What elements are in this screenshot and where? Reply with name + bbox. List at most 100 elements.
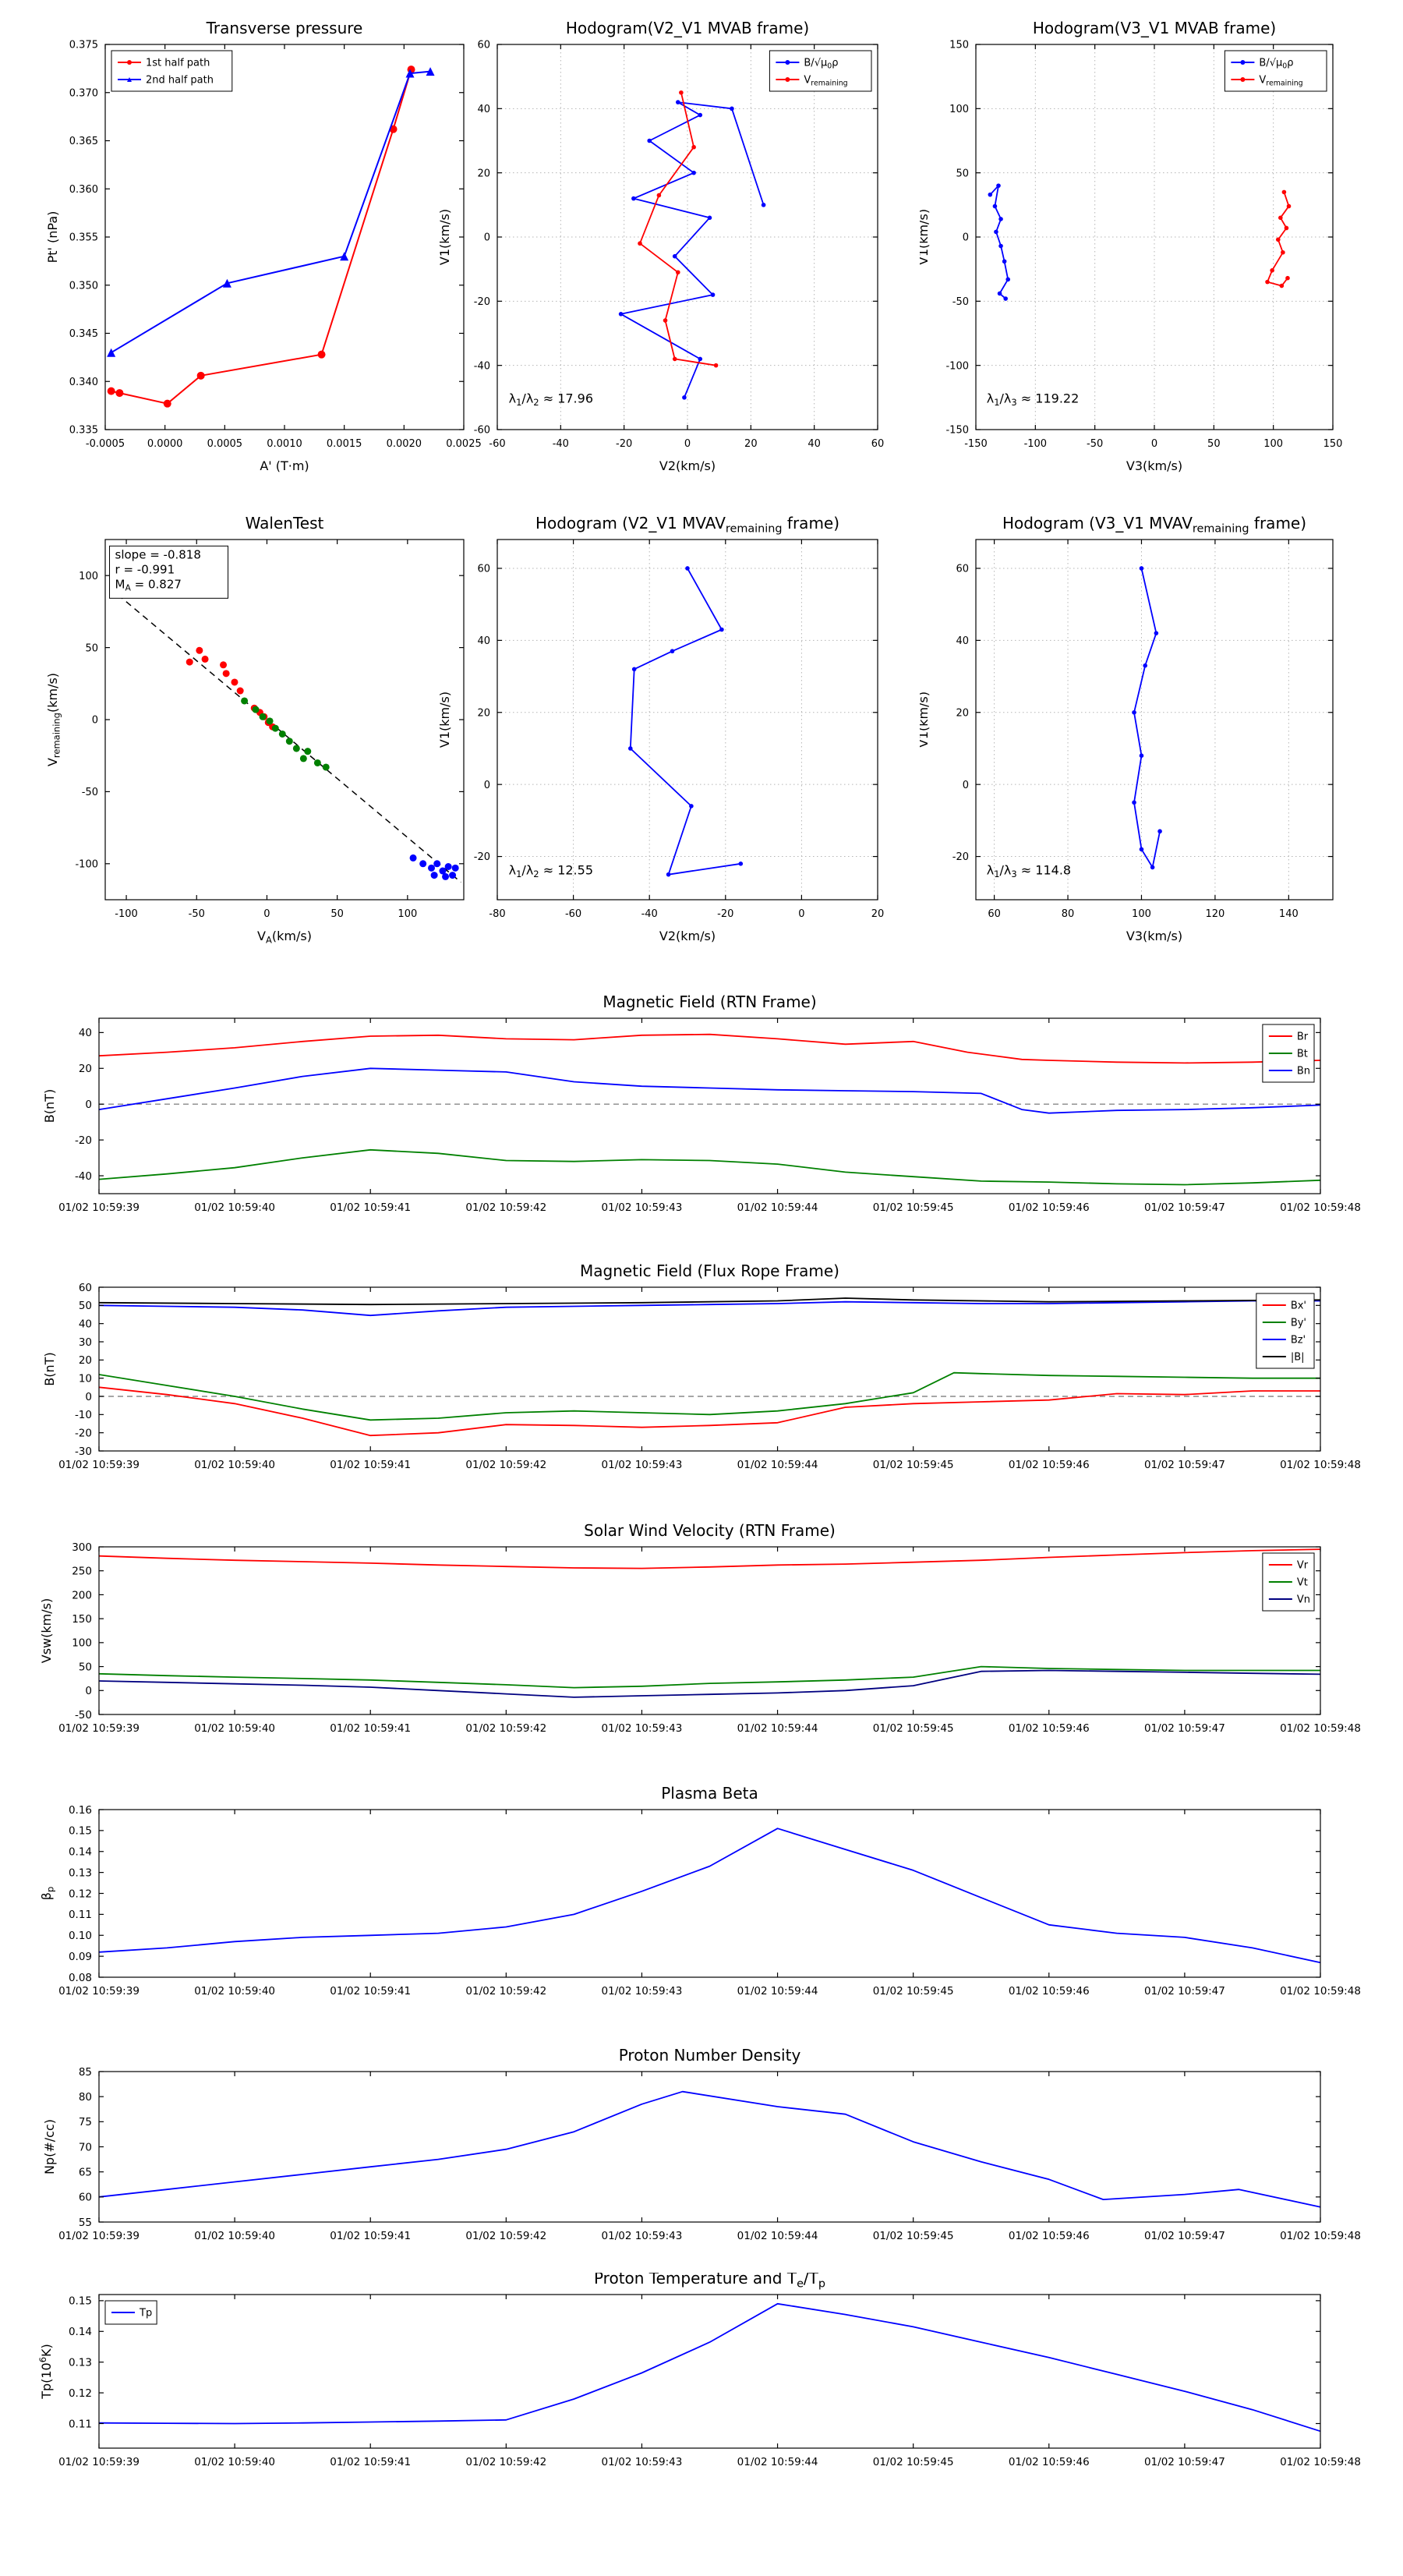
svg-text:01/02 10:59:42: 01/02 10:59:42 [465, 1722, 546, 1735]
svg-text:0.15: 0.15 [69, 1825, 92, 1838]
svg-text:-50: -50 [1087, 438, 1103, 450]
svg-text:100: 100 [1132, 908, 1151, 920]
svg-text:01/02 10:59:43: 01/02 10:59:43 [602, 1722, 683, 1735]
svg-text:01/02 10:59:42: 01/02 10:59:42 [465, 1201, 546, 1214]
svg-text:20: 20 [79, 1063, 92, 1075]
svg-text:01/02 10:59:48: 01/02 10:59:48 [1280, 1459, 1361, 1471]
svg-text:Vremaining: Vremaining [804, 75, 847, 88]
chart-title: Proton Temperature and Te/Tp [594, 2273, 825, 2290]
svg-text:B/√μ0ρ: B/√μ0ρ [1259, 58, 1293, 71]
svg-text:01/02 10:59:40: 01/02 10:59:40 [194, 1201, 275, 1214]
svg-text:50: 50 [79, 1300, 92, 1312]
chart-svg-hodogram-v3v1-mvav: 60 80 100 120 140 -20 0 20 40 60 Hodogram (V3_V1 M… [916, 514, 1334, 943]
svg-text:60: 60 [956, 564, 969, 575]
chart-magnetic-field-rtn: 01/02 10:59:39 01/02 10:59:40 01/02 10:59:… [23, 967, 1380, 1236]
svg-text:Bn: Bn [1297, 1066, 1310, 1077]
svg-text:60: 60 [477, 564, 490, 575]
svg-text:0.08: 0.08 [69, 1972, 92, 1984]
x-axis-label: V3(km/s) [1126, 458, 1182, 473]
svg-text:250: 250 [72, 1566, 92, 1578]
annotation-box [109, 545, 229, 599]
svg-text:-40: -40 [553, 438, 569, 450]
svg-text:01/02 10:59:39: 01/02 10:59:39 [58, 1722, 140, 1735]
svg-text:|B|: |B| [1291, 1352, 1305, 1364]
chart-title: Transverse pressure [206, 19, 363, 37]
svg-text:0.0005: 0.0005 [207, 438, 243, 450]
svg-text:01/02 10:59:44: 01/02 10:59:44 [737, 2456, 818, 2468]
svg-text:01/02 10:59:47: 01/02 10:59:47 [1144, 2230, 1225, 2242]
svg-text:80: 80 [1062, 908, 1075, 920]
chart-svg-hodogram-v3v1-mvab: -150 -100 -50 0 50 100 150 -150 -100 -50 0 50 100 150… [916, 19, 1343, 473]
svg-text:-40: -40 [474, 360, 490, 372]
chart-title: Proton Number Density [619, 2046, 801, 2065]
svg-text:0: 0 [484, 780, 490, 791]
svg-text:60: 60 [988, 908, 1001, 920]
svg-text:01/02 10:59:43: 01/02 10:59:43 [602, 1201, 683, 1214]
svg-text:60: 60 [79, 2192, 92, 2204]
svg-text:0: 0 [1151, 438, 1157, 450]
chart-title: Magnetic Field (Flux Rope Frame) [580, 1261, 839, 1280]
svg-text:50: 50 [85, 642, 98, 654]
svg-text:100: 100 [72, 1637, 92, 1650]
svg-text:150: 150 [949, 40, 969, 51]
svg-text:140: 140 [1279, 908, 1299, 920]
svg-text:0.14: 0.14 [69, 2326, 92, 2338]
svg-text:01/02 10:59:41: 01/02 10:59:41 [330, 2456, 411, 2468]
svg-text:10: 10 [79, 1373, 92, 1385]
svg-text:01/02 10:59:45: 01/02 10:59:45 [873, 2230, 954, 2242]
svg-text:01/02 10:59:48: 01/02 10:59:48 [1280, 1985, 1361, 1997]
svg-text:-60: -60 [489, 438, 505, 450]
svg-text:01/02 10:59:42: 01/02 10:59:42 [465, 1985, 546, 1997]
svg-text:150: 150 [1323, 438, 1343, 450]
svg-text:-100: -100 [75, 858, 98, 870]
svg-text:20: 20 [79, 1354, 92, 1367]
svg-text:01/02 10:59:46: 01/02 10:59:46 [1009, 1722, 1090, 1735]
svg-text:01/02 10:59:42: 01/02 10:59:42 [465, 2230, 546, 2242]
y-axis-label: Vsw(km/s) [39, 1598, 54, 1663]
annotation: λ1/λ3 ≈ 114.8 [987, 863, 1071, 880]
svg-text:-50: -50 [75, 1709, 92, 1721]
svg-text:0.0025: 0.0025 [446, 438, 482, 450]
svg-text:0.12: 0.12 [69, 1888, 92, 1900]
chart-svg-transverse-pressure: -0.0005 0.0000 0.0005 0.0010 0.0015 0.0020 0.0… [45, 19, 482, 473]
svg-text:300: 300 [72, 1541, 92, 1554]
svg-text:-80: -80 [489, 908, 505, 920]
svg-text:75: 75 [79, 2116, 92, 2128]
svg-text:Bt: Bt [1297, 1049, 1308, 1060]
svg-text:-100: -100 [1024, 438, 1048, 450]
svg-text:Vn: Vn [1297, 1594, 1310, 1606]
svg-text:40: 40 [79, 1318, 92, 1331]
svg-text:0.345: 0.345 [69, 328, 98, 340]
svg-text:0: 0 [85, 1391, 92, 1403]
chart-title: Hodogram(V2_V1 MVAB frame) [566, 19, 809, 37]
svg-text:1st half path: 1st half path [146, 58, 210, 69]
svg-text:01/02 10:59:45: 01/02 10:59:45 [873, 1722, 954, 1735]
svg-text:01/02 10:59:40: 01/02 10:59:40 [194, 1459, 275, 1471]
svg-text:01/02 10:59:43: 01/02 10:59:43 [602, 1985, 683, 1997]
svg-text:150: 150 [72, 1613, 92, 1626]
svg-text:-0.0005: -0.0005 [86, 438, 125, 450]
svg-text:80: 80 [79, 2091, 92, 2104]
svg-text:0.0020: 0.0020 [387, 438, 422, 450]
svg-text:Tp: Tp [139, 2308, 152, 2319]
chart-hodogram-v3v1-mvav: 60 80 100 120 140 -20 0 20 40 60 Hodogram (V3_V1 M… [916, 499, 1387, 967]
svg-text:Bz': Bz' [1291, 1335, 1306, 1346]
chart-svg-plasma-beta: 01/02 10:59:39 01/02 10:59:40 01/02 10:59:… [39, 1784, 1361, 1997]
svg-text:0.0015: 0.0015 [327, 438, 362, 450]
svg-text:01/02 10:59:44: 01/02 10:59:44 [737, 1722, 818, 1735]
svg-text:100: 100 [949, 104, 969, 115]
svg-text:-20: -20 [717, 908, 733, 920]
svg-text:01/02 10:59:45: 01/02 10:59:45 [873, 1459, 954, 1471]
svg-text:01/02 10:59:47: 01/02 10:59:47 [1144, 1722, 1225, 1735]
svg-text:01/02 10:59:46: 01/02 10:59:46 [1009, 1201, 1090, 1214]
svg-text:01/02 10:59:47: 01/02 10:59:47 [1144, 1459, 1225, 1471]
chart-title: Hodogram (V2_V1 MVAVremaining frame) [535, 514, 839, 535]
svg-text:01/02 10:59:48: 01/02 10:59:48 [1280, 2230, 1361, 2242]
y-axis-label: Np(#/cc) [42, 2119, 57, 2174]
svg-text:01/02 10:59:46: 01/02 10:59:46 [1009, 2456, 1090, 2468]
svg-text:B/√μ0ρ: B/√μ0ρ [804, 58, 838, 71]
svg-text:0.11: 0.11 [69, 1909, 92, 1921]
svg-text:01/02 10:59:48: 01/02 10:59:48 [1280, 1201, 1361, 1214]
y-axis-label: V1(km/s) [920, 692, 931, 748]
chart-proton-temperature: 01/02 10:59:39 01/02 10:59:40 01/02 10:59:… [23, 2269, 1380, 2573]
